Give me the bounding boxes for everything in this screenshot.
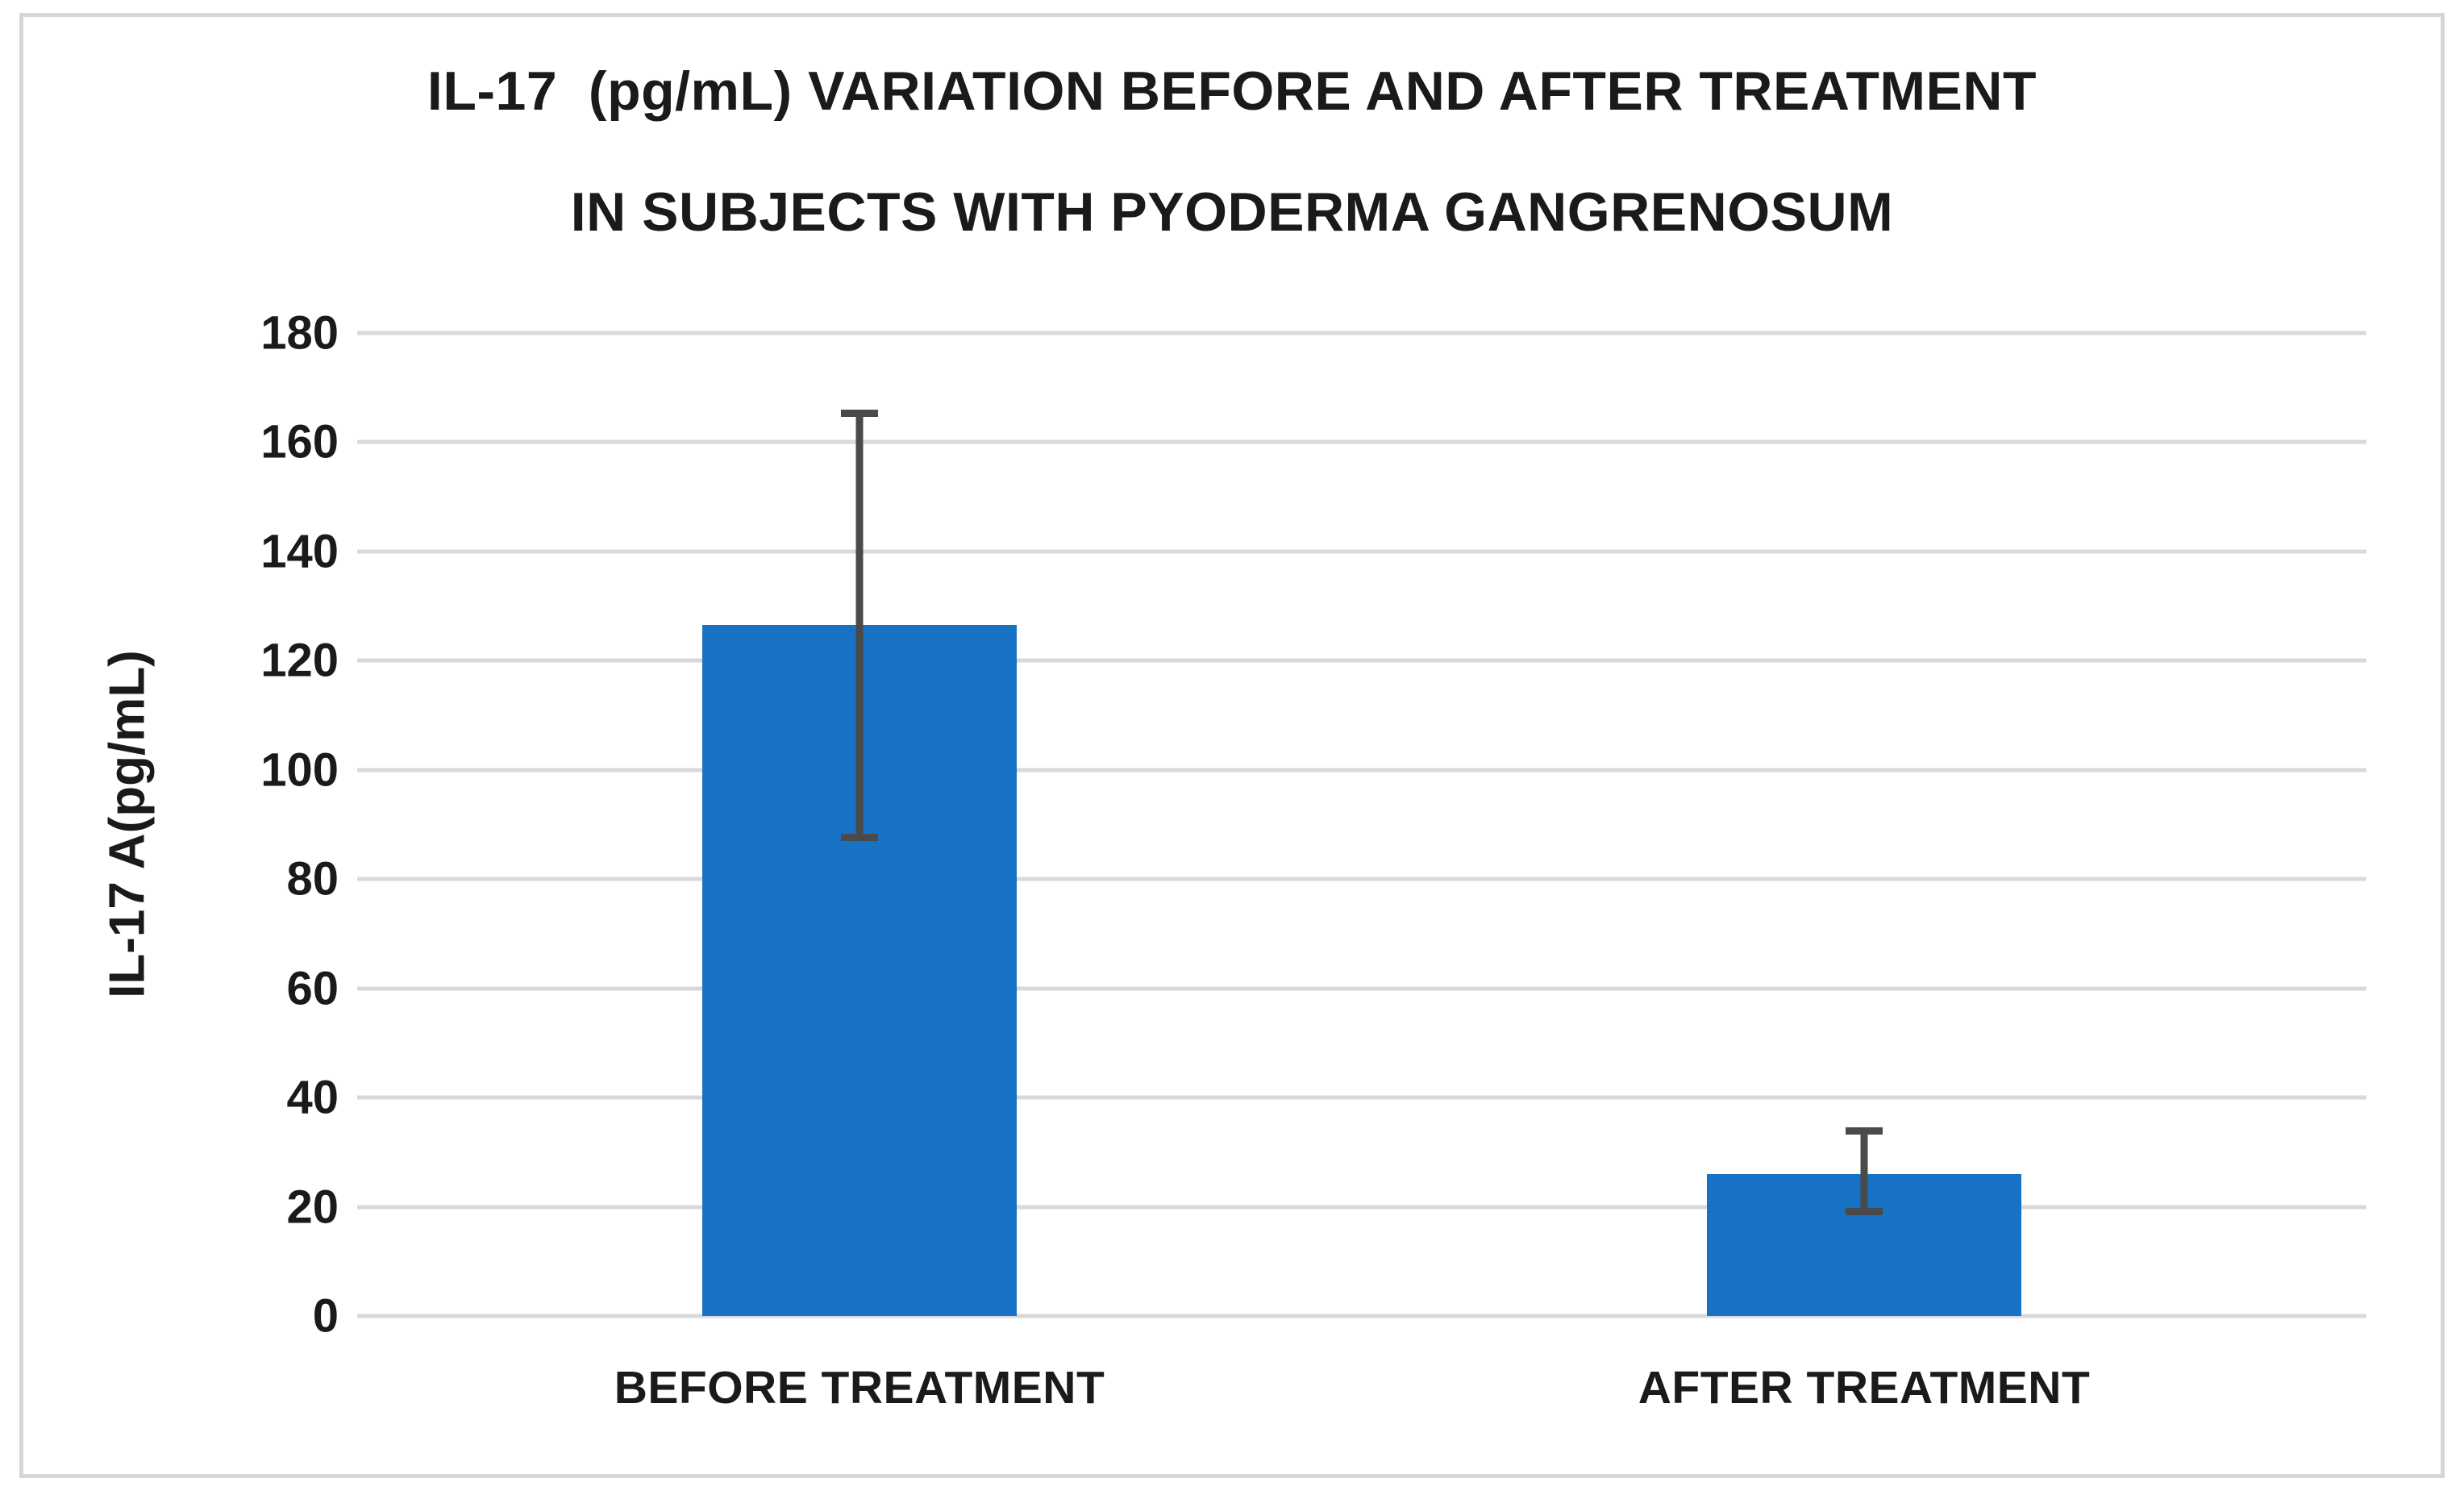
y-tick-label: 160 — [260, 415, 339, 469]
y-tick-label: 80 — [286, 852, 339, 906]
figure-border — [19, 13, 2445, 1478]
error-bar-cap-top — [841, 409, 878, 417]
x-axis-labels: BEFORE TREATMENT AFTER TREATMENT — [357, 1361, 2366, 1434]
error-bar-cap-bottom — [1846, 1207, 1883, 1215]
y-tick-label: 0 — [312, 1289, 339, 1343]
gridline — [357, 768, 2366, 773]
error-bar — [841, 409, 878, 841]
y-tick-labels: 180 160 140 120 100 80 60 40 20 0 — [0, 307, 339, 1343]
gridline — [357, 658, 2366, 663]
chart-title: IL-17 (pg/mL) VARIATION BEFORE AND AFTER… — [0, 31, 2464, 273]
y-tick-label: 180 — [260, 306, 339, 360]
chart-title-line1: IL-17 (pg/mL) VARIATION BEFORE AND AFTER… — [427, 60, 2037, 122]
error-bar-line — [1860, 1127, 1868, 1215]
gridline — [357, 1205, 2366, 1210]
chart-title-line2: IN SUBJECTS WITH PYODERMA GANGRENOSUM — [570, 181, 1894, 243]
y-tick-label: 100 — [260, 743, 339, 797]
gridline — [357, 877, 2366, 881]
gridline — [357, 549, 2366, 554]
gridline — [357, 439, 2366, 444]
gridline — [357, 986, 2366, 991]
x-category-label: AFTER TREATMENT — [1638, 1362, 2091, 1414]
error-bar-cap-bottom — [841, 833, 878, 841]
y-tick-label: 120 — [260, 634, 339, 687]
plot-area — [357, 331, 2366, 1318]
y-tick-label: 40 — [286, 1071, 339, 1124]
gridline — [357, 1314, 2366, 1318]
x-category-label: BEFORE TREATMENT — [614, 1362, 1105, 1414]
gridline — [357, 1095, 2366, 1100]
error-bar-cap-top — [1846, 1127, 1883, 1135]
error-bar-line — [855, 409, 864, 841]
y-tick-label: 140 — [260, 525, 339, 578]
error-bar — [1846, 1127, 1883, 1215]
y-tick-label: 60 — [286, 962, 339, 1015]
y-tick-label: 20 — [286, 1181, 339, 1234]
gridline — [357, 331, 2366, 335]
